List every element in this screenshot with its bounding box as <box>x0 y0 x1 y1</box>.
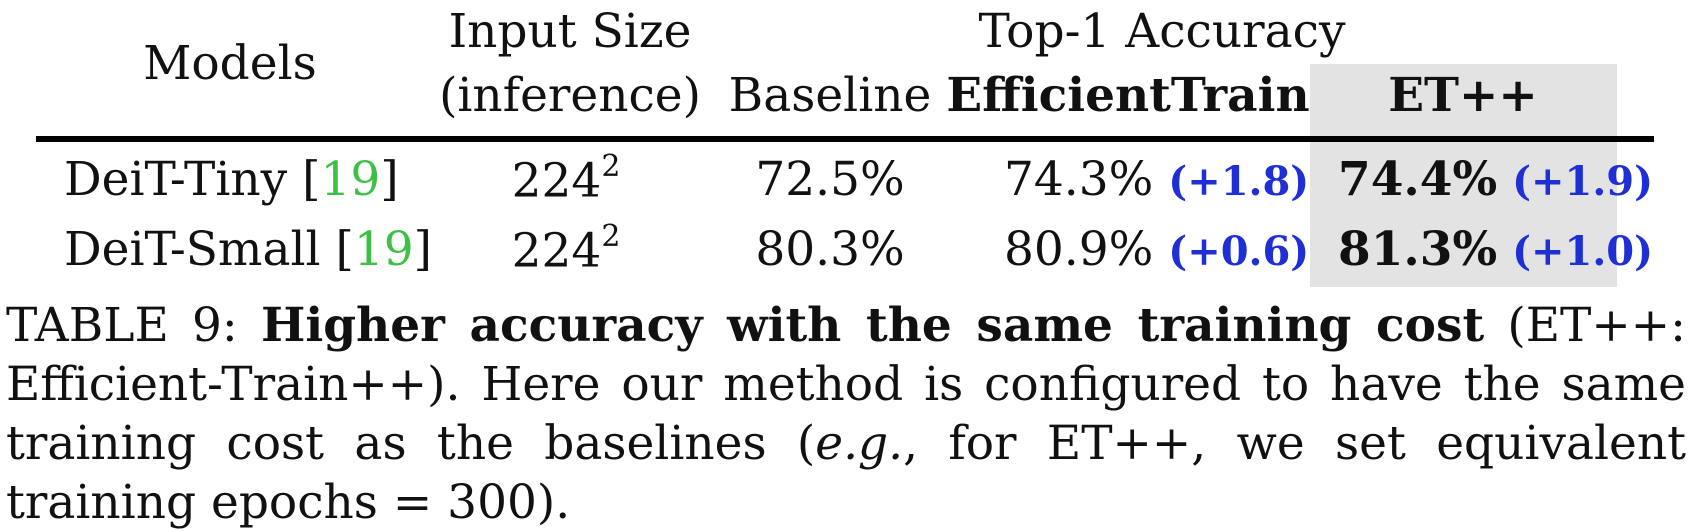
efficienttrain-cell: 74.3% (+1.8) <box>1004 156 1309 203</box>
caption-label: TABLE 9: <box>6 298 261 353</box>
baseline-cell: 72.5% <box>755 152 905 207</box>
input-size-cell: 2242 <box>512 152 621 205</box>
citation-link[interactable]: 19 <box>320 152 381 207</box>
table-row-model: DeiT-Tiny [19] <box>64 156 399 203</box>
table-caption: TABLE 9: Higher accuracy with the same t… <box>6 296 1686 532</box>
model-name: DeiT-Small [ <box>64 222 354 277</box>
etpp-cell: 74.4% (+1.9) <box>1338 156 1653 203</box>
header-baseline: Baseline <box>728 68 932 123</box>
header-etpp: ET++ <box>1388 68 1538 123</box>
input-size-base: 224 <box>511 153 602 209</box>
input-size-exponent: 2 <box>601 219 621 254</box>
etpp-delta: (+1.0) <box>1512 228 1654 275</box>
table-row-model: DeiT-Small [19] <box>64 226 432 273</box>
baseline-cell: 80.3% <box>755 222 905 277</box>
caption-bold-title: Higher accuracy with the same training c… <box>260 298 1485 353</box>
model-name-end: ] <box>380 152 399 207</box>
input-size-base: 224 <box>511 223 602 279</box>
model-name: DeiT-Tiny [ <box>64 152 321 207</box>
header-top1-accuracy: Top-1 Accuracy <box>978 4 1346 59</box>
etpp-column-highlight <box>1310 64 1617 287</box>
header-rule <box>36 136 1654 142</box>
efficienttrain-value: 74.3% <box>1004 152 1154 207</box>
model-name-end: ] <box>413 222 432 277</box>
efficienttrain-delta: (+0.6) <box>1168 228 1310 275</box>
efficienttrain-delta: (+1.8) <box>1168 158 1310 205</box>
etpp-value: 81.3% <box>1338 222 1498 277</box>
header-input-size-line1: Input Size <box>448 4 692 59</box>
header-models: Models <box>143 36 317 91</box>
efficienttrain-cell: 80.9% (+0.6) <box>1004 226 1309 273</box>
citation-link[interactable]: 19 <box>353 222 414 277</box>
caption-text-1: (ET++: Efficient-Train++). Here our meth… <box>6 298 1687 471</box>
etpp-cell: 81.3% (+1.0) <box>1338 226 1653 273</box>
header-efficienttrain: EfficientTrain <box>946 68 1310 123</box>
input-size-cell: 2242 <box>512 222 621 275</box>
input-size-exponent: 2 <box>601 149 621 184</box>
etpp-delta: (+1.9) <box>1512 158 1654 205</box>
efficienttrain-value: 80.9% <box>1004 222 1154 277</box>
caption-italic: e.g. <box>815 416 904 471</box>
header-input-size-line2: (inference) <box>439 68 701 123</box>
etpp-value: 74.4% <box>1338 152 1498 207</box>
